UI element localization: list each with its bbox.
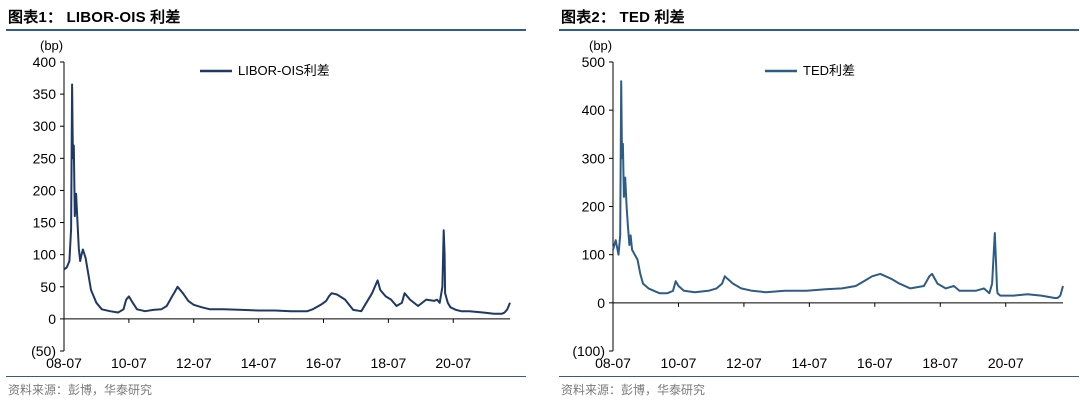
chart1-y-tick-label: 50	[40, 279, 56, 295]
chart2-y-tick-label: 500	[582, 54, 606, 70]
chart2-x-tick-label: 10-07	[661, 355, 697, 371]
chart2-x-tick-label: 18-07	[922, 355, 958, 371]
chart1-y-tick-label: 250	[33, 150, 57, 166]
chart2-top-rule	[559, 29, 1079, 31]
chart1-source: 资料来源：彭博，华泰研究	[8, 383, 153, 397]
chart2-y-unit-label: (bp)	[589, 38, 612, 53]
chart2-y-tick-label: 100	[582, 247, 606, 263]
chart2-y-tick-label: 200	[582, 199, 606, 215]
chart2-legend-label: TED利差	[803, 63, 855, 78]
chart1-y-tick-label: 200	[33, 182, 57, 198]
chart2-x-tick-label: 14-07	[791, 355, 827, 371]
chart1-y-unit-label: (bp)	[40, 38, 63, 53]
chart1-x-tick-label: 12-07	[176, 355, 212, 371]
chart1-x-tick-label: 16-07	[306, 355, 342, 371]
chart2-y-tick-label: (100)	[572, 343, 605, 359]
chart1-x-tick-label: 18-07	[370, 355, 406, 371]
chart1-plot: (50) 0 50 100 150 200 250 300 350 400(bp) 08-07 10-…	[31, 38, 511, 371]
chart2-source: 资料来源：彭博，华泰研究	[561, 383, 706, 397]
chart1-y-tick-label: 150	[33, 215, 57, 231]
chart1-x-tick-label: 20-07	[435, 355, 471, 371]
chart2-x-tick-label: 12-07	[726, 355, 762, 371]
chart2-y-tick-label: 400	[582, 102, 606, 118]
chart2-bottom-rule	[559, 376, 1079, 377]
chart1-panel: 图表1： LIBOR-OIS 利差 (50) 0 50 100 150 200 250 300…	[0, 0, 530, 403]
chart2-y-tick-label: 300	[582, 150, 606, 166]
chart2-x-tick-label: 20-07	[988, 355, 1024, 371]
chart2-y-tick-label: 0	[597, 295, 605, 311]
chart1-legend-label: LIBOR-OIS利差	[238, 63, 330, 78]
chart2-series-line-0	[612, 80, 1064, 299]
chart1-y-tick-label: (50)	[31, 343, 56, 359]
chart1-x-tick-label: 10-07	[111, 355, 147, 371]
chart2-panel: 图表2： TED 利差 (100) 0 100 200 300 400 500 (bp) 08-…	[553, 0, 1080, 403]
chart1-y-tick-label: 300	[33, 118, 57, 134]
chart1-bottom-rule	[6, 376, 526, 377]
chart1-y-tick-label: 350	[33, 86, 57, 102]
chart2-title: 图表2： TED 利差	[561, 9, 685, 26]
chart1-y-tick-label: 100	[33, 247, 57, 263]
chart2-x-tick-label: 16-07	[857, 355, 893, 371]
chart2-x-tick-label: 08-07	[595, 355, 631, 371]
chart2-plot: (100) 0 100 200 300 400 500(bp) 08-07 10-07 12-07…	[572, 38, 1064, 371]
chart1-x-tick-label: 08-07	[46, 355, 82, 371]
chart1-y-tick-label: 0	[48, 311, 56, 327]
chart1-title: 图表1： LIBOR-OIS 利差	[8, 9, 181, 26]
chart1-top-rule	[6, 29, 526, 31]
chart1-x-tick-label: 14-07	[241, 355, 277, 371]
chart1-y-tick-label: 400	[33, 54, 57, 70]
chart1-series-line-0	[63, 83, 511, 315]
